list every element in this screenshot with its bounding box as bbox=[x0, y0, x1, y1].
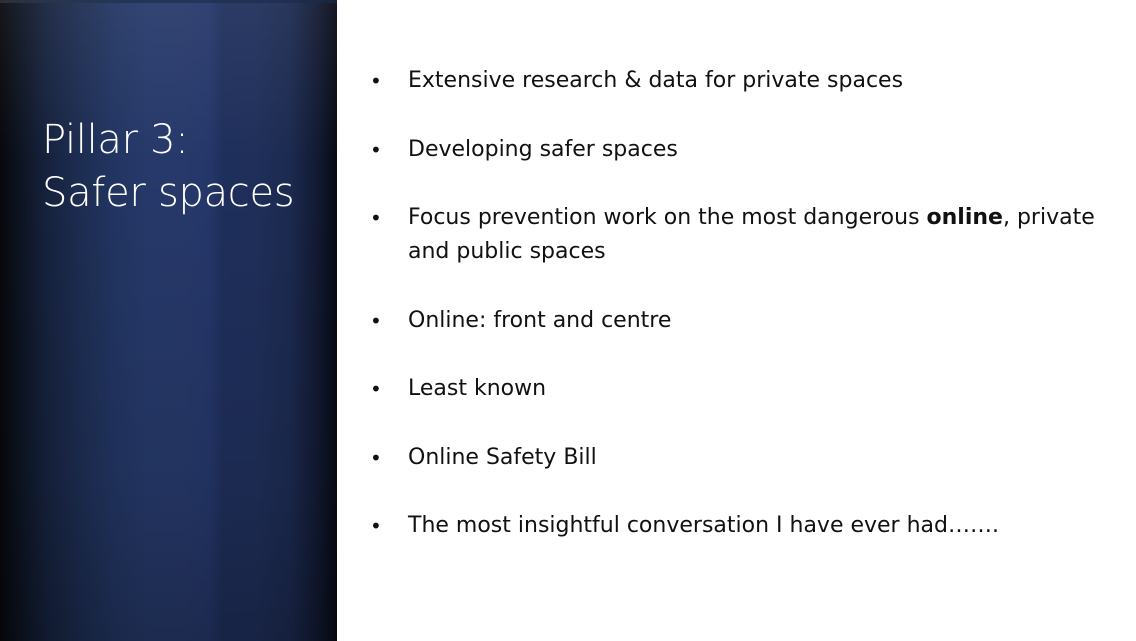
title-line-2: Safer spaces bbox=[42, 170, 295, 216]
bullet-bold-text: online bbox=[926, 205, 1003, 230]
bullet-text: , private and public spaces bbox=[408, 205, 1095, 264]
bullet-list: Extensive research & data for private sp… bbox=[370, 64, 1110, 578]
bullet-item: The most insightful conversation I have … bbox=[370, 509, 1110, 543]
slide-title: Pillar 3: Safer spaces bbox=[42, 114, 332, 220]
title-panel: Pillar 3: Safer spaces bbox=[0, 0, 337, 641]
bullet-text: Focus prevention work on the most danger… bbox=[408, 205, 927, 230]
title-line-1: Pillar 3: bbox=[42, 117, 189, 163]
bullet-item: Extensive research & data for private sp… bbox=[370, 64, 1110, 98]
bullet-item: Least known bbox=[370, 372, 1110, 406]
bullet-item: Focus prevention work on the most danger… bbox=[370, 201, 1110, 269]
bullet-item: Online: front and centre bbox=[370, 304, 1110, 338]
bullet-item: Developing safer spaces bbox=[370, 133, 1110, 167]
bullet-item: Online Safety Bill bbox=[370, 441, 1110, 475]
